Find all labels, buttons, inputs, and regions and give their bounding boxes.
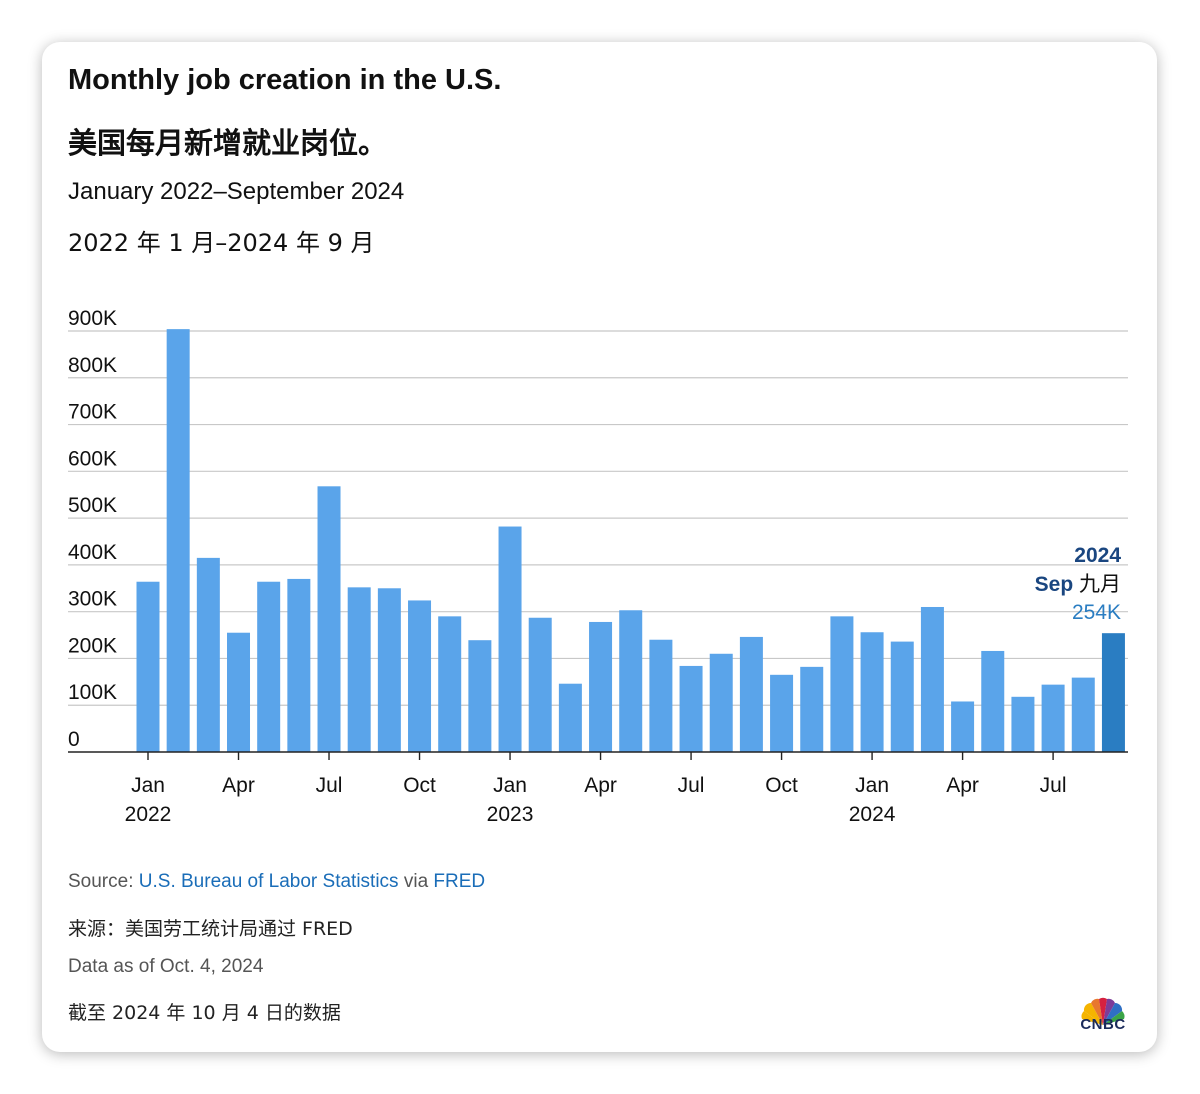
y-tick-label: 500K — [68, 494, 117, 517]
source-link-bls[interactable]: U.S. Bureau of Labor Statistics — [138, 871, 399, 892]
chart-title: Monthly job creation in the U.S. — [68, 64, 502, 96]
bar — [347, 587, 371, 752]
y-tick-label: 0 — [68, 728, 80, 751]
source-prefix: Source: — [68, 871, 139, 892]
bar-highlight — [1101, 633, 1125, 752]
source-line-cn: 来源：美国劳工统计局通过 FRED — [68, 918, 353, 940]
bar — [981, 650, 1005, 752]
source-middle: via — [398, 871, 434, 892]
bar — [166, 329, 190, 752]
x-tick-label: Oct — [403, 774, 436, 797]
bar — [227, 632, 251, 752]
data-as-of: Data as of Oct. 4, 2024 — [68, 956, 264, 977]
x-tick-label: Apr — [946, 774, 979, 797]
bar — [589, 621, 613, 752]
x-year-label: 2024 — [849, 803, 896, 826]
bar — [558, 683, 582, 752]
x-year-label: 2022 — [125, 803, 172, 826]
bar — [830, 616, 854, 752]
y-tick-label: 700K — [68, 401, 117, 424]
y-tick-label: 800K — [68, 354, 117, 377]
x-tick-label: Jul — [1040, 774, 1067, 797]
x-tick-label: Jan — [493, 774, 527, 797]
bar — [468, 640, 492, 752]
bar — [920, 606, 944, 752]
chart-card — [42, 42, 1157, 1052]
data-as-of-cn: 截至 2024 年 10 月 4 日的数据 — [68, 1002, 341, 1024]
bar — [951, 701, 975, 752]
source-link-fred[interactable]: FRED — [433, 871, 486, 892]
chart-subtitle: January 2022–September 2024 — [68, 178, 405, 205]
bar — [408, 600, 432, 752]
bar — [800, 666, 824, 752]
bar — [317, 486, 341, 752]
source-line: Source: U.S. Bureau of Labor Statistics … — [68, 871, 485, 893]
x-tick-label: Jul — [678, 774, 705, 797]
annotation-year: 2024 — [1074, 544, 1121, 567]
bar — [438, 616, 462, 752]
bar — [1041, 684, 1065, 752]
x-tick-label: Jul — [316, 774, 343, 797]
cnbc-logo-text: CNBC — [1080, 1016, 1126, 1033]
bar — [860, 632, 884, 752]
y-tick-label: 300K — [68, 588, 117, 611]
bar — [498, 526, 522, 752]
bar-chart: 0 100K 200K 300K 400K 500K 600K 700K 800K 900K Jan… — [68, 307, 1128, 826]
chart-subtitle-cn: 2022 年 1 月–2024 年 9 月 — [68, 229, 375, 257]
bar — [287, 578, 311, 752]
bar — [196, 557, 220, 752]
bar — [377, 588, 401, 752]
bar — [136, 581, 160, 752]
y-tick-label: 900K — [68, 307, 117, 330]
annotation-month: Sep 九月 — [1035, 572, 1121, 596]
x-tick-label: Jan — [855, 774, 889, 797]
bar — [257, 581, 281, 752]
bar — [528, 617, 552, 752]
x-year-label: 2023 — [487, 803, 534, 826]
bar — [1071, 677, 1095, 752]
x-tick-label: Jan — [131, 774, 165, 797]
cnbc-peacock-icon — [1081, 997, 1125, 1025]
bar — [619, 610, 643, 752]
bar — [649, 639, 673, 752]
x-tick-label: Apr — [222, 774, 255, 797]
annotation-value: 254K — [1072, 601, 1121, 624]
y-tick-label: 400K — [68, 541, 117, 564]
x-tick-label: Oct — [765, 774, 798, 797]
bar — [679, 665, 703, 752]
bar — [770, 674, 794, 752]
bar — [709, 653, 733, 752]
y-tick-label: 600K — [68, 447, 117, 470]
y-tick-label: 200K — [68, 634, 117, 657]
bar — [739, 636, 763, 752]
chart-title-cn: 美国每月新增就业岗位。 — [68, 126, 388, 160]
bar — [890, 641, 914, 752]
bar — [1011, 696, 1035, 752]
y-tick-label: 100K — [68, 681, 117, 704]
x-tick-label: Apr — [584, 774, 617, 797]
